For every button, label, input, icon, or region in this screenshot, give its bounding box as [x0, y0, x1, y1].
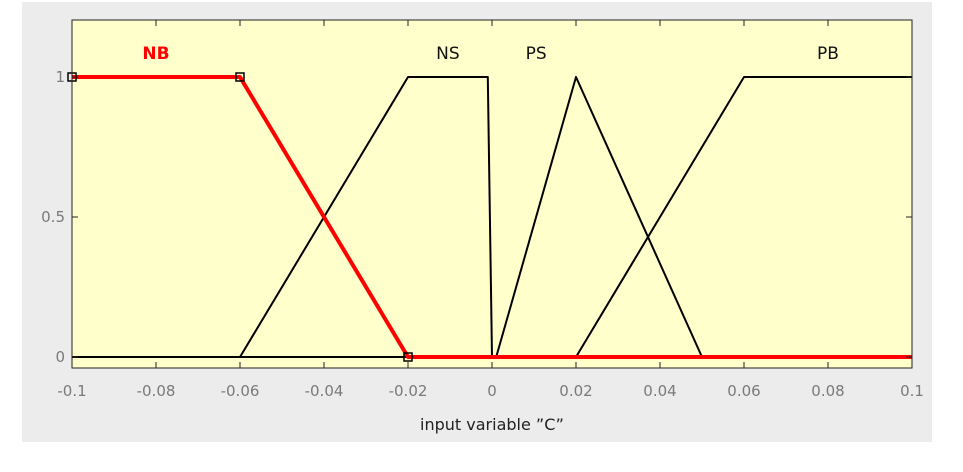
y-tick-label: 0.5	[41, 208, 65, 226]
y-tick-label: 0	[55, 348, 65, 366]
x-tick-label: -0.06	[221, 382, 260, 400]
x-tick-label: -0.08	[137, 382, 176, 400]
x-tick-label: 0.06	[727, 382, 760, 400]
x-tick-label: -0.1	[57, 382, 86, 400]
y-tick-label: 1	[55, 68, 65, 86]
curve-handle[interactable]	[235, 72, 245, 82]
x-axis-label: input variable ”C”	[420, 415, 564, 434]
x-tick-label: 0.08	[811, 382, 844, 400]
membership-labels: NB NS PS PB	[142, 44, 839, 64]
x-tick-label: -0.04	[305, 382, 344, 400]
curve-pb[interactable]	[72, 76, 912, 358]
label-nb[interactable]: NB	[142, 44, 169, 64]
curve-handle[interactable]	[403, 352, 413, 362]
x-tick-label: 0.1	[900, 382, 924, 400]
x-tick-label: 0.02	[559, 382, 592, 400]
x-tick-label: -0.02	[389, 382, 428, 400]
axes: -0.1 -0.08 -0.06 -0.04 -0.02 0 0.02 0.04 0.06 0.0…	[41, 20, 924, 400]
label-pb[interactable]: PB	[817, 44, 839, 64]
x-tick-label: 0.04	[643, 382, 676, 400]
x-tick-label: 0	[487, 382, 497, 400]
label-ps[interactable]: PS	[526, 44, 547, 64]
curve-nb[interactable]	[72, 75, 912, 359]
membership-curves	[72, 75, 912, 359]
label-ns[interactable]: NS	[436, 44, 460, 64]
